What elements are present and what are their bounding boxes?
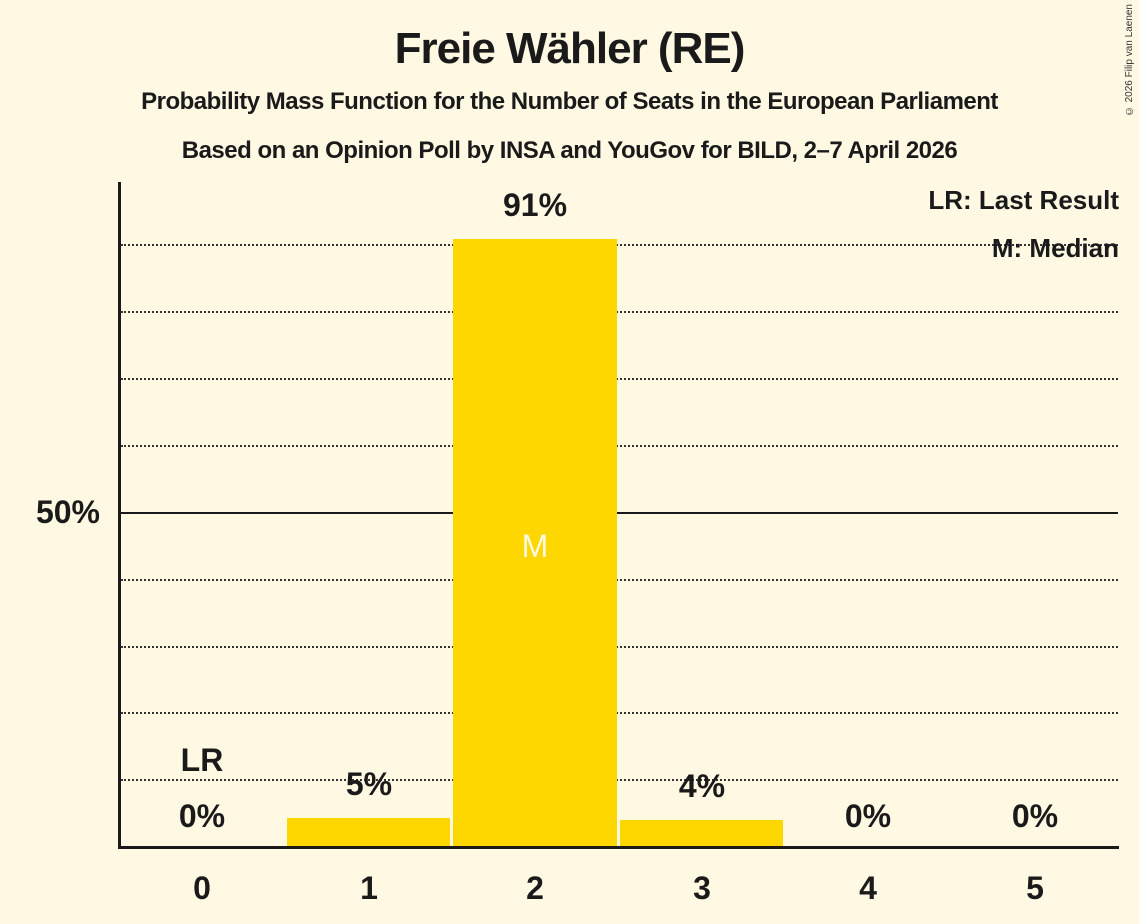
gridline-80 [121,311,1118,313]
bar-label-1: 5% [345,766,393,802]
copyright: © 2026 Filip van Laenen [1124,4,1135,117]
gridline-60 [121,445,1118,447]
gridline-50 [121,512,1118,514]
legend-last-result: LR: Last Result [928,185,1119,215]
bar-label-0: 0% [178,798,226,834]
x-tick-4: 4 [859,870,877,906]
x-tick-5: 5 [1026,870,1044,906]
legend-median: M: Median [991,233,1119,263]
bar-label-4: 0% [844,798,892,834]
y-axis [118,182,121,848]
x-tick-2: 2 [526,870,544,906]
bar-3 [620,820,783,847]
x-tick-1: 1 [360,870,378,906]
gridline-30 [121,646,1118,648]
x-axis [118,846,1119,849]
chart-source: Based on an Opinion Poll by INSA and You… [181,137,958,164]
bar-2 [453,239,617,847]
median-marker: M [521,528,549,564]
gridline-90 [121,244,1118,246]
gridline-70 [121,378,1118,380]
gridline-10 [121,779,1118,781]
chart-subtitle: Probability Mass Function for the Number… [141,88,998,115]
bar-label-2: 91% [502,187,568,223]
bar-label-5: 0% [1011,798,1059,834]
x-tick-0: 0 [193,870,211,906]
chart-title: Freie Wähler (RE) [394,24,746,73]
bar-label-3: 4% [678,768,726,804]
x-tick-3: 3 [693,870,711,906]
y-tick-50: 50% [35,494,100,530]
bar-1 [287,818,450,847]
gridline-40 [121,579,1118,581]
lr-marker: LR [180,742,224,778]
gridline-20 [121,712,1118,714]
